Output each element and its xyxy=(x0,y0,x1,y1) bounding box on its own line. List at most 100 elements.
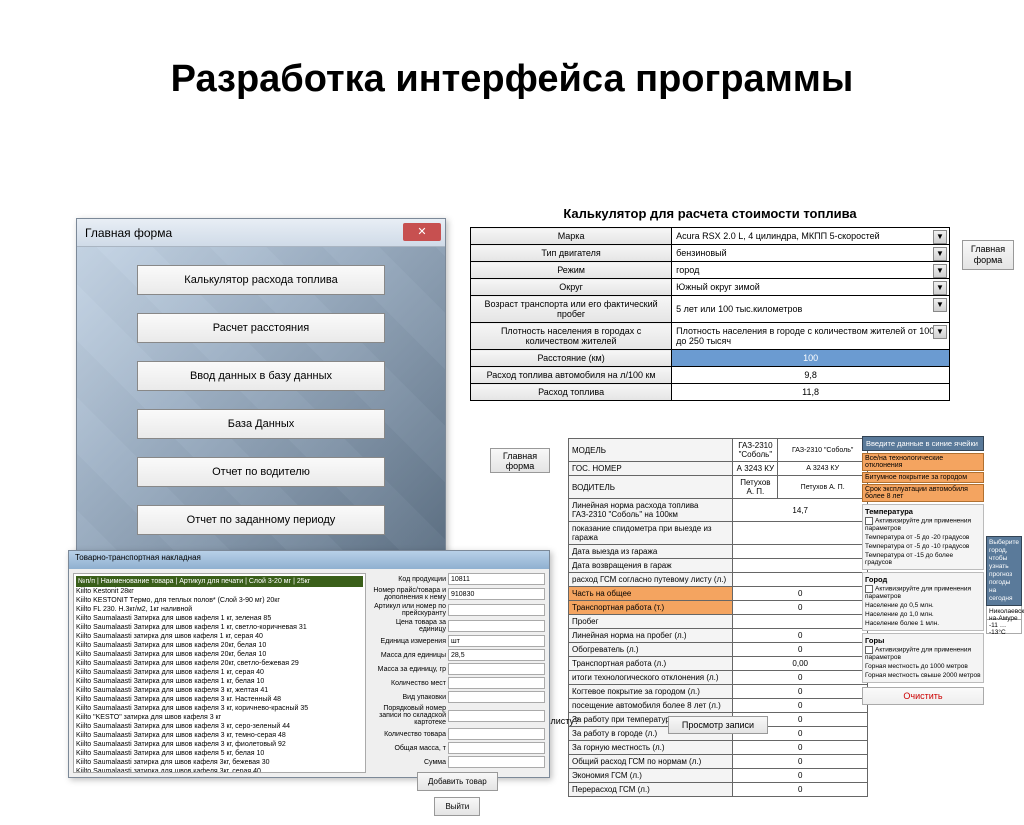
inv-field-input-12[interactable] xyxy=(448,756,545,768)
inventory-item-8[interactable]: Kiilto Saumalaasti Затирка для швов кафе… xyxy=(76,659,363,668)
orange-row-0: Все/на технологические отклонения xyxy=(862,453,984,471)
inventory-item-4[interactable]: Kiilto Saumalaasti Затирка для швов кафе… xyxy=(76,623,363,632)
temperature-row-0: Температура от -5 до -20 градусов xyxy=(865,533,981,542)
main-menu-button-2[interactable]: Ввод данных в базу данных xyxy=(137,361,385,391)
inventory-item-18[interactable]: Kiilto Saumalaasti Затирка для швов кафе… xyxy=(76,749,363,758)
calc-value-7: 9,8 xyxy=(672,367,950,384)
dropdown-icon[interactable]: ▼ xyxy=(933,298,947,312)
dropdown-icon[interactable]: ▼ xyxy=(933,325,947,339)
main-menu-button-3[interactable]: База Данных xyxy=(137,409,385,439)
inv-field-input-3[interactable] xyxy=(448,620,545,632)
veh-value-9[interactable]: 0 xyxy=(733,601,868,615)
mountain-checkbox-row[interactable]: Активизируйте для применения параметров xyxy=(865,645,981,662)
inventory-item-2[interactable]: Kiilto FL 230. Н.3кг/м2, 1кг наливной xyxy=(76,605,363,614)
calc-main-form-button[interactable]: Главная форма xyxy=(962,240,1014,270)
inventory-item-14[interactable]: Kiilto "KESTO" затирка для швов кафеля 3… xyxy=(76,713,363,722)
inventory-item-15[interactable]: Kiilto Saumalaasti Затирка для швов кафе… xyxy=(76,722,363,731)
calc-value-1[interactable]: бензиновый▼ xyxy=(672,245,950,262)
dropdown-icon[interactable]: ▼ xyxy=(933,264,947,278)
veh-value-6[interactable] xyxy=(733,559,868,573)
veh-label-7: расход ГСМ согласно путевому листу (л.) xyxy=(569,573,733,587)
inventory-item-13[interactable]: Kiilto Saumalaasti Затирка для швов кафе… xyxy=(76,704,363,713)
inv-field-input-11[interactable] xyxy=(448,742,545,754)
main-menu-button-1[interactable]: Расчет расстояния xyxy=(137,313,385,343)
main-menu-button-5[interactable]: Отчет по заданному периоду xyxy=(137,505,385,535)
calc-value-2[interactable]: город▼ xyxy=(672,262,950,279)
inventory-item-12[interactable]: Kiilto Saumalaasti Затирка для швов кафе… xyxy=(76,695,363,704)
veh-value-8[interactable]: 0 xyxy=(733,587,868,601)
inventory-item-17[interactable]: Kiilto Saumalaasti Затирка для швов кафе… xyxy=(76,740,363,749)
calc-label-5: Плотность населения в городах с количест… xyxy=(471,323,672,350)
veh-value-21[interactable]: 0 xyxy=(733,769,868,783)
veh-value-19[interactable]: 0 xyxy=(733,741,868,755)
veh-value-13[interactable]: 0,00 xyxy=(733,657,868,671)
inventory-exit-button[interactable]: Выйти xyxy=(434,797,480,816)
inv-field-label-9: Порядковый номер записи по складской кар… xyxy=(370,705,446,726)
dropdown-icon[interactable]: ▼ xyxy=(933,230,947,244)
dropdown-icon[interactable]: ▼ xyxy=(933,281,947,295)
inv-field-10: Количество товара xyxy=(370,728,545,740)
veh-value-12[interactable]: 0 xyxy=(733,643,868,657)
veh-label-19: За горную местность (л.) xyxy=(569,741,733,755)
clear-button[interactable]: Очистить xyxy=(862,687,984,705)
veh-value-7[interactable] xyxy=(733,573,868,587)
inventory-add-button[interactable]: Добавить товар xyxy=(417,772,498,791)
inv-field-11: Общая масса, т xyxy=(370,742,545,754)
veh-value-16[interactable]: 0 xyxy=(733,699,868,713)
inventory-item-3[interactable]: Kiilto Saumalaasti Затирка для швов кафе… xyxy=(76,614,363,623)
veh-value-1[interactable]: А 3243 КУ xyxy=(733,462,778,476)
calc-label-0: Марка xyxy=(471,228,672,245)
veh-value-15[interactable]: 0 xyxy=(733,685,868,699)
inventory-item-5[interactable]: Kiilto Saumalaasti затирка для швов кафе… xyxy=(76,632,363,641)
inv-field-input-7[interactable] xyxy=(448,677,545,689)
veh-value-4[interactable] xyxy=(733,522,868,545)
veh-value-2[interactable]: Петухов А. П. xyxy=(733,476,778,499)
calc-value-5[interactable]: Плотность населения в городе с количеств… xyxy=(672,323,950,350)
inventory-item-1[interactable]: Kiilto KESTONIT Tермо, для теплых полов*… xyxy=(76,596,363,605)
veh-value-11[interactable]: 0 xyxy=(733,629,868,643)
dropdown-icon[interactable]: ▼ xyxy=(933,247,947,261)
checkbox-icon[interactable] xyxy=(865,517,873,525)
vehicle-view-button[interactable]: Просмотр записи xyxy=(668,716,768,734)
inv-field-input-4[interactable] xyxy=(448,635,545,647)
main-menu-button-4[interactable]: Отчет по водителю xyxy=(137,457,385,487)
inventory-item-6[interactable]: Kiilto Saumalaasti Затирка для швов кафе… xyxy=(76,641,363,650)
veh-value-14[interactable]: 0 xyxy=(733,671,868,685)
inventory-item-11[interactable]: Kiilto Saumalaasti Затирка для швов кафе… xyxy=(76,686,363,695)
inventory-item-19[interactable]: Kiilto Saumalaasti затирка для швов кафе… xyxy=(76,758,363,767)
veh-value-5[interactable] xyxy=(733,545,868,559)
inv-field-input-10[interactable] xyxy=(448,728,545,740)
inv-field-input-8[interactable] xyxy=(448,691,545,703)
main-menu-button-0[interactable]: Калькулятор расхода топлива xyxy=(137,265,385,295)
close-icon[interactable]: ✕ xyxy=(403,223,441,241)
inv-field-input-1[interactable] xyxy=(448,588,545,600)
veh-value-3[interactable]: 14,7 xyxy=(733,499,868,522)
calc-value-3[interactable]: Южный округ зимой▼ xyxy=(672,279,950,296)
veh-value-0[interactable]: ГАЗ-2310 "Соболь" xyxy=(733,439,778,462)
checkbox-icon[interactable] xyxy=(865,585,873,593)
inventory-item-20[interactable]: Kiilto Saumalaasti затирка для швов кафе… xyxy=(76,767,363,773)
weather-city[interactable]: Николаевск-на-Амуре xyxy=(986,606,1022,620)
city-checkbox-row[interactable]: Активизируйте для применения параметров xyxy=(865,584,981,601)
inventory-item-10[interactable]: Kiilto Saumalaasti Затирка для швов кафе… xyxy=(76,677,363,686)
inv-field-input-6[interactable] xyxy=(448,663,545,675)
inv-field-input-9[interactable] xyxy=(448,710,545,722)
inv-field-input-0[interactable] xyxy=(448,573,545,585)
veh-label-2: ВОДИТЕЛЬ xyxy=(569,476,733,499)
inventory-item-16[interactable]: Kiilto Saumalaasti Затирка для швов кафе… xyxy=(76,731,363,740)
veh-value-10[interactable] xyxy=(733,615,868,629)
calc-value-0[interactable]: Acura RSX 2.0 L, 4 цилиндра, МКПП 5-скор… xyxy=(672,228,950,245)
inventory-item-9[interactable]: Kiilto Saumalaasti Затирка для швов кафе… xyxy=(76,668,363,677)
slide-title: Разработка интерфейса программы xyxy=(0,58,1024,101)
veh-value-20[interactable]: 0 xyxy=(733,755,868,769)
vehicle-main-form-button[interactable]: Главная форма xyxy=(490,448,550,473)
temperature-checkbox-row[interactable]: Активизируйте для применения параметров xyxy=(865,516,981,533)
veh-value-22[interactable]: 0 xyxy=(733,783,868,797)
checkbox-icon[interactable] xyxy=(865,646,873,654)
inventory-item-0[interactable]: Kiilto Kestonit 28кг xyxy=(76,587,363,596)
inv-field-input-2[interactable] xyxy=(448,604,545,616)
calc-value-4[interactable]: 5 лет или 100 тыс.километров▼ xyxy=(672,296,950,323)
inv-field-input-5[interactable] xyxy=(448,649,545,661)
inventory-item-7[interactable]: Kiilto Saumalaasti Затирка для швов кафе… xyxy=(76,650,363,659)
inventory-list[interactable]: №п/п | Наименование товара | Артикул для… xyxy=(73,573,366,773)
